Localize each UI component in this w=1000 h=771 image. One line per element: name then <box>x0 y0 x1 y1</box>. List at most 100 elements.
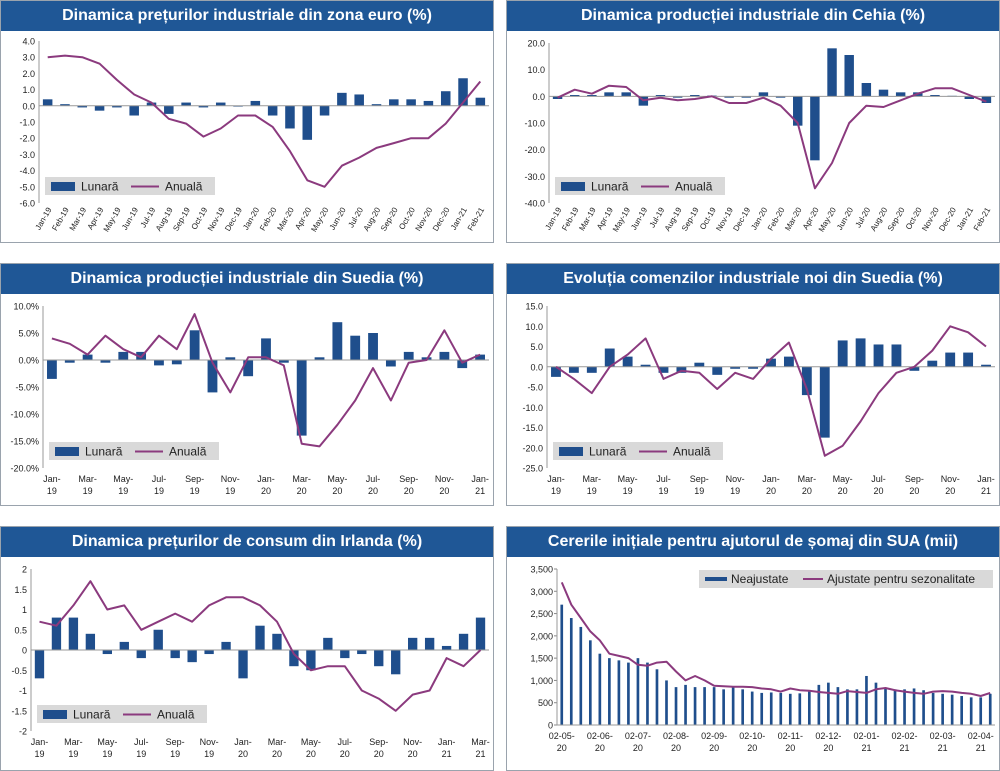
chart-svg: -40.0-30.0-20.0-10.00.010.020.0Jan-19Feb… <box>524 39 995 234</box>
legend-bar-swatch <box>559 447 583 456</box>
y-tick-label: 3,500 <box>530 565 553 575</box>
bar <box>758 92 769 97</box>
x-tick-label: Mar-20 <box>275 205 296 232</box>
y-tick-label: 10.0 <box>527 65 545 75</box>
x-tick-label: Jul- <box>656 474 671 484</box>
y-tick-label: -20.0% <box>10 464 39 474</box>
y-tick-label: 2,000 <box>530 631 553 641</box>
x-tick-label: 19 <box>118 486 128 496</box>
x-tick-label: 21 <box>938 743 948 753</box>
y-tick-label: -1 <box>19 686 27 696</box>
bar <box>267 105 278 116</box>
bar <box>788 693 792 725</box>
bar <box>261 338 271 360</box>
bar <box>153 629 163 650</box>
bar <box>374 650 384 667</box>
x-tick-label: Jul- <box>366 474 381 484</box>
x-tick-label: 20 <box>802 486 812 496</box>
bar <box>960 696 964 725</box>
bar <box>340 650 350 659</box>
bar <box>964 96 974 99</box>
bar <box>694 362 705 367</box>
x-tick-label: 21 <box>976 743 986 753</box>
line-series <box>47 54 482 188</box>
bar <box>439 351 450 360</box>
bar <box>42 99 53 106</box>
x-tick-label: Nov- <box>726 474 745 484</box>
y-tick-label: -10.0% <box>10 410 39 420</box>
bar <box>988 693 992 725</box>
x-tick-label: 19 <box>34 749 44 759</box>
bar <box>77 105 88 108</box>
x-tick-label: 02-10- <box>739 731 765 741</box>
bar <box>154 360 164 366</box>
x-tick-label: Mar- <box>798 474 817 484</box>
bar <box>672 96 683 98</box>
bar <box>579 626 583 725</box>
x-tick-label: 20 <box>633 743 643 753</box>
bar <box>475 354 485 360</box>
bar <box>640 364 651 367</box>
bar <box>586 366 597 373</box>
bar <box>406 99 416 106</box>
line-series <box>557 84 987 190</box>
y-tick-label: 2 <box>22 565 27 575</box>
bar <box>285 105 295 129</box>
x-tick-label: 19 <box>204 749 214 759</box>
bar <box>945 352 956 367</box>
y-tick-label: 500 <box>538 698 553 708</box>
legend-box <box>699 570 993 588</box>
bar <box>47 360 57 379</box>
chart-svg: 0 500 1,000 1,500 2,000 2,500 3,000 3,500 02-05-… <box>530 565 995 753</box>
bar <box>693 687 697 725</box>
x-tick-label: 02-03- <box>930 731 956 741</box>
y-tick-label: 3.0 <box>22 53 35 63</box>
bar <box>204 650 214 655</box>
x-tick-label: 21 <box>442 749 452 759</box>
bar <box>588 640 592 725</box>
legend-box <box>553 442 723 460</box>
bar <box>655 95 666 97</box>
bar <box>760 692 764 725</box>
bar <box>181 102 191 106</box>
bar <box>912 688 916 725</box>
x-tick-label: Mar- <box>64 737 83 747</box>
bar <box>100 360 111 363</box>
line-series <box>555 325 987 457</box>
y-tick-label: -30.0 <box>524 172 545 182</box>
bar <box>102 650 112 655</box>
legend-box <box>49 442 219 460</box>
y-tick-label: -1.5 <box>11 706 27 716</box>
bar <box>34 650 45 679</box>
x-tick-label: 02-07- <box>625 731 651 741</box>
y-tick-label: -4.0 <box>19 166 35 176</box>
x-tick-label: 20 <box>945 486 955 496</box>
legend-label: Anuală <box>675 180 713 194</box>
legend-label: Lunară <box>591 180 629 194</box>
x-tick-label: 20 <box>838 486 848 496</box>
y-tick-label: -5.0% <box>15 383 39 393</box>
bar <box>368 333 378 360</box>
line-series <box>39 580 482 712</box>
bar <box>931 692 935 725</box>
x-tick-label: May-19 <box>611 205 632 233</box>
legend-label: Anuală <box>157 708 195 722</box>
x-tick-label: Mar- <box>268 737 287 747</box>
bar <box>314 357 325 360</box>
bar <box>741 96 751 98</box>
y-tick-label: 1,000 <box>530 676 553 686</box>
x-tick-label: Jan- <box>257 474 275 484</box>
legend-label: Anuală <box>673 445 711 459</box>
bar <box>927 360 938 367</box>
bar <box>323 637 333 650</box>
x-tick-label: Jul- <box>134 737 149 747</box>
bar <box>655 669 659 725</box>
bar <box>617 660 621 725</box>
y-tick-label: 3,000 <box>530 587 553 597</box>
bar <box>731 687 735 725</box>
y-tick-label: -1.0 <box>19 118 35 128</box>
bar <box>690 95 700 97</box>
y-tick-label: -6.0 <box>19 199 35 209</box>
bar <box>769 692 773 725</box>
x-tick-label: 02-04- <box>968 731 994 741</box>
